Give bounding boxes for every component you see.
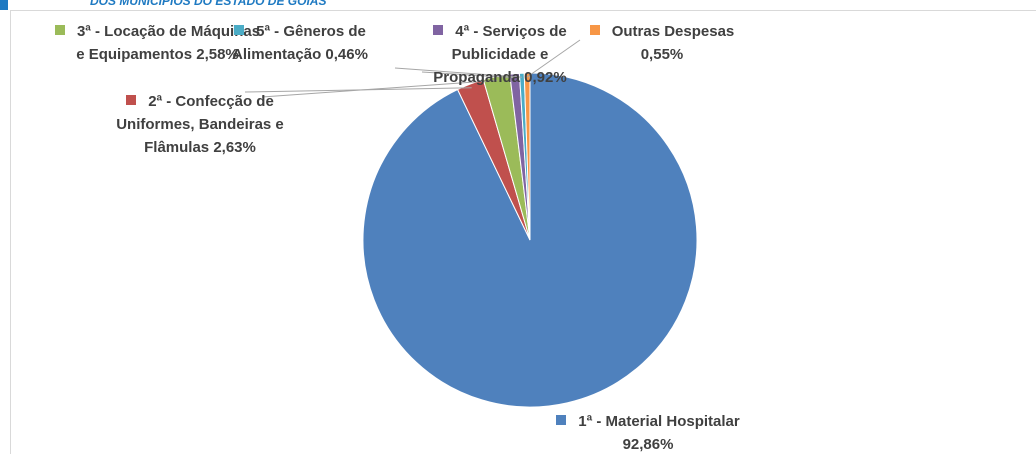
legend-swatch bbox=[433, 25, 444, 35]
category-label: 3ª - Locação de Máquinas e Equipamentos bbox=[76, 23, 261, 63]
value-label: 0,46% bbox=[325, 46, 368, 63]
legend-swatch bbox=[556, 415, 567, 425]
category-label: 2ª - Confecção de Uniformes, Bandeiras e… bbox=[116, 93, 284, 156]
legend-label: 4ª - Serviços de Publicidade e Propagand… bbox=[415, 20, 585, 89]
legend-swatch bbox=[54, 25, 65, 35]
leader-line bbox=[526, 39, 581, 78]
category-label: 5ª - Gêneros de Alimentação bbox=[232, 23, 366, 63]
legend-label: 1ª - Material Hospitalar 92,86% bbox=[548, 410, 748, 454]
legend-label: 2ª - Confecção de Uniformes, Bandeiras e… bbox=[85, 90, 315, 159]
legend-swatch bbox=[589, 25, 600, 35]
value-label: 92,86% bbox=[622, 436, 674, 453]
legend-label: 5ª - Gêneros de Alimentação 0,46% bbox=[200, 20, 400, 66]
value-label: 2,63% bbox=[213, 139, 256, 156]
header-text: DOS MUNICÍPIOS DO ESTADO DE GOIÁS bbox=[90, 0, 327, 8]
category-label: Outras Despesas bbox=[611, 23, 735, 40]
pie-slice bbox=[523, 72, 531, 241]
value-label: 0,55% bbox=[640, 46, 684, 63]
leader-line bbox=[421, 71, 515, 79]
leader-line bbox=[261, 79, 498, 98]
value-label: 0,92% bbox=[524, 69, 567, 86]
category-label: 4ª - Serviços de Publicidade e Propagand… bbox=[433, 23, 567, 86]
legend-swatch bbox=[126, 95, 137, 105]
leader-line bbox=[394, 67, 523, 78]
legend-label: 3ª - Locação de Máquinas e Equipamentos … bbox=[50, 20, 265, 66]
header-mark bbox=[0, 0, 8, 10]
value-label: 2,58% bbox=[196, 46, 239, 63]
legend-label: Outras Despesas 0,55% bbox=[572, 20, 752, 66]
legend-swatch bbox=[234, 25, 245, 35]
category-label: 1ª - Material Hospitalar bbox=[578, 413, 740, 430]
